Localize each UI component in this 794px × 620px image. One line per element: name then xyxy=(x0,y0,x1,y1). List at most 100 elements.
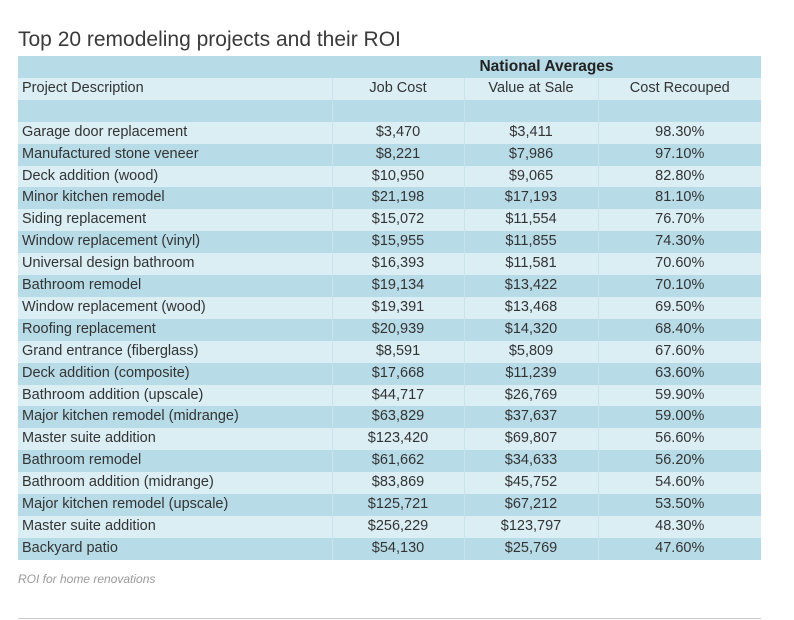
table-row: Minor kitchen remodel $21,198 $17,193 81.10… xyxy=(18,187,762,210)
cell-project: Bathroom addition (upscale) xyxy=(18,384,332,407)
cell-job-cost: $17,668 xyxy=(331,362,464,385)
cell-job-cost: $19,134 xyxy=(331,275,464,297)
cell-project: Major kitchen remodel (midrange) xyxy=(18,406,332,429)
cell-job-cost: $83,869 xyxy=(331,472,464,495)
table-row: Major kitchen remodel (upscale) $125,721 $… xyxy=(18,494,762,517)
cell-cost-recouped: 98.30% xyxy=(597,121,762,144)
cell-cost-recouped: 69.50% xyxy=(597,296,762,319)
divider xyxy=(18,618,761,619)
table-row: Backyard patio $54,130 $25,769 47.60% xyxy=(18,537,762,560)
table-row: Bathroom remodel $19,134 $13,422 70.10% xyxy=(18,275,762,297)
cell-cost-recouped: 63.60% xyxy=(597,362,762,385)
page-title: Top 20 remodeling projects and their ROI xyxy=(18,28,401,52)
cell-project: Bathroom remodel xyxy=(18,450,332,473)
cell-value-at-sale: $123,797 xyxy=(463,516,598,538)
cell-job-cost: $21,198 xyxy=(331,187,464,210)
spacer-row xyxy=(18,99,762,122)
cell-cost-recouped: 68.40% xyxy=(597,318,762,341)
cell-value-at-sale: $17,193 xyxy=(463,187,598,210)
cell-cost-recouped: 59.00% xyxy=(597,406,762,429)
cell-job-cost: $16,393 xyxy=(331,253,464,276)
cell-job-cost: $256,229 xyxy=(331,516,464,538)
cell-job-cost: $8,591 xyxy=(331,340,464,363)
cell-project: Manufactured stone veneer xyxy=(18,143,332,166)
roi-table: National Averages Project Description Jo… xyxy=(18,56,762,560)
cell-cost-recouped: 82.80% xyxy=(597,165,762,188)
cell-job-cost: $44,717 xyxy=(331,384,464,407)
cell-value-at-sale: $3,411 xyxy=(463,121,598,144)
table-row: Window replacement (vinyl) $15,955 $11,855… xyxy=(18,231,762,254)
header-job-cost: Job Cost xyxy=(331,77,464,100)
cell-cost-recouped: 97.10% xyxy=(597,143,762,166)
table-caption: ROI for home renovations xyxy=(18,572,156,586)
cell-cost-recouped: 67.60% xyxy=(597,340,762,363)
header-value-at-sale: Value at Sale xyxy=(463,77,598,100)
table-row: Bathroom addition (upscale) $44,717 $26,76… xyxy=(18,384,762,407)
cell-job-cost: $123,420 xyxy=(331,428,464,451)
table-row: Grand entrance (fiberglass) $8,591 $5,809 6… xyxy=(18,340,762,363)
cell-project: Window replacement (wood) xyxy=(18,296,332,319)
cell-job-cost: $3,470 xyxy=(331,121,464,144)
cell-project: Master suite addition xyxy=(18,428,332,451)
table-row: Garage door replacement $3,470 $3,411 98.30… xyxy=(18,121,762,144)
cell-project: Roofing replacement xyxy=(18,318,332,341)
cell-value-at-sale: $9,065 xyxy=(463,165,598,188)
cell-cost-recouped: 74.30% xyxy=(597,231,762,254)
cell-project: Bathroom addition (midrange) xyxy=(18,472,332,495)
cell-job-cost: $54,130 xyxy=(331,537,464,560)
cell-project: Grand entrance (fiberglass) xyxy=(18,340,332,363)
table-row: Deck addition (composite) $17,668 $11,239 6… xyxy=(18,362,762,385)
header-cost-recouped: Cost Recouped xyxy=(597,77,762,100)
cell-cost-recouped: 56.20% xyxy=(597,450,762,473)
cell-job-cost: $125,721 xyxy=(331,494,464,517)
cell-job-cost: $15,955 xyxy=(331,231,464,254)
group-header-row: National Averages xyxy=(18,56,762,78)
cell-job-cost: $10,950 xyxy=(331,165,464,188)
cell-cost-recouped: 81.10% xyxy=(597,187,762,210)
cell-value-at-sale: $37,637 xyxy=(463,406,598,429)
cell-project: Deck addition (composite) xyxy=(18,362,332,385)
table-row: Window replacement (wood) $19,391 $13,468 6… xyxy=(18,296,762,319)
cell-project: Garage door replacement xyxy=(18,121,332,144)
header-project-description: Project Description xyxy=(18,77,332,100)
cell-cost-recouped: 48.30% xyxy=(597,516,762,538)
cell-value-at-sale: $67,212 xyxy=(463,494,598,517)
table-row: Manufactured stone veneer $8,221 $7,986 97.… xyxy=(18,143,762,166)
cell-job-cost: $8,221 xyxy=(331,143,464,166)
column-header-row: Project Description Job Cost Value at Sa… xyxy=(18,77,762,100)
table-row: Master suite addition $123,420 $69,807 56.6… xyxy=(18,428,762,451)
cell-project: Window replacement (vinyl) xyxy=(18,231,332,254)
cell-value-at-sale: $34,633 xyxy=(463,450,598,473)
table-row: Master suite addition $256,229 $123,797 48.… xyxy=(18,516,762,538)
table-row: Roofing replacement $20,939 $14,320 68.40% xyxy=(18,318,762,341)
cell-job-cost: $63,829 xyxy=(331,406,464,429)
cell-cost-recouped: 53.50% xyxy=(597,494,762,517)
cell-value-at-sale: $25,769 xyxy=(463,537,598,560)
table-row: Bathroom addition (midrange) $83,869 $45,7… xyxy=(18,472,762,495)
cell-cost-recouped: 70.10% xyxy=(597,275,762,297)
cell-cost-recouped: 59.90% xyxy=(597,384,762,407)
cell-cost-recouped: 47.60% xyxy=(597,537,762,560)
table-row: Universal design bathroom $16,393 $11,581 7… xyxy=(18,253,762,276)
cell-job-cost: $15,072 xyxy=(331,209,464,232)
table-row: Bathroom remodel $61,662 $34,633 56.20% xyxy=(18,450,762,473)
cell-project: Backyard patio xyxy=(18,537,332,560)
cell-job-cost: $20,939 xyxy=(331,318,464,341)
cell-value-at-sale: $5,809 xyxy=(463,340,598,363)
cell-project: Bathroom remodel xyxy=(18,275,332,297)
cell-value-at-sale: $26,769 xyxy=(463,384,598,407)
cell-project: Major kitchen remodel (upscale) xyxy=(18,494,332,517)
cell-project: Master suite addition xyxy=(18,516,332,538)
cell-value-at-sale: $11,855 xyxy=(463,231,598,254)
cell-value-at-sale: $7,986 xyxy=(463,143,598,166)
cell-project: Minor kitchen remodel xyxy=(18,187,332,210)
cell-value-at-sale: $13,422 xyxy=(463,275,598,297)
cell-value-at-sale: $14,320 xyxy=(463,318,598,341)
cell-value-at-sale: $45,752 xyxy=(463,472,598,495)
cell-job-cost: $19,391 xyxy=(331,296,464,319)
table-row: Deck addition (wood) $10,950 $9,065 82.80% xyxy=(18,165,762,188)
cell-value-at-sale: $11,554 xyxy=(463,209,598,232)
cell-project: Siding replacement xyxy=(18,209,332,232)
cell-cost-recouped: 76.70% xyxy=(597,209,762,232)
cell-project: Universal design bathroom xyxy=(18,253,332,276)
